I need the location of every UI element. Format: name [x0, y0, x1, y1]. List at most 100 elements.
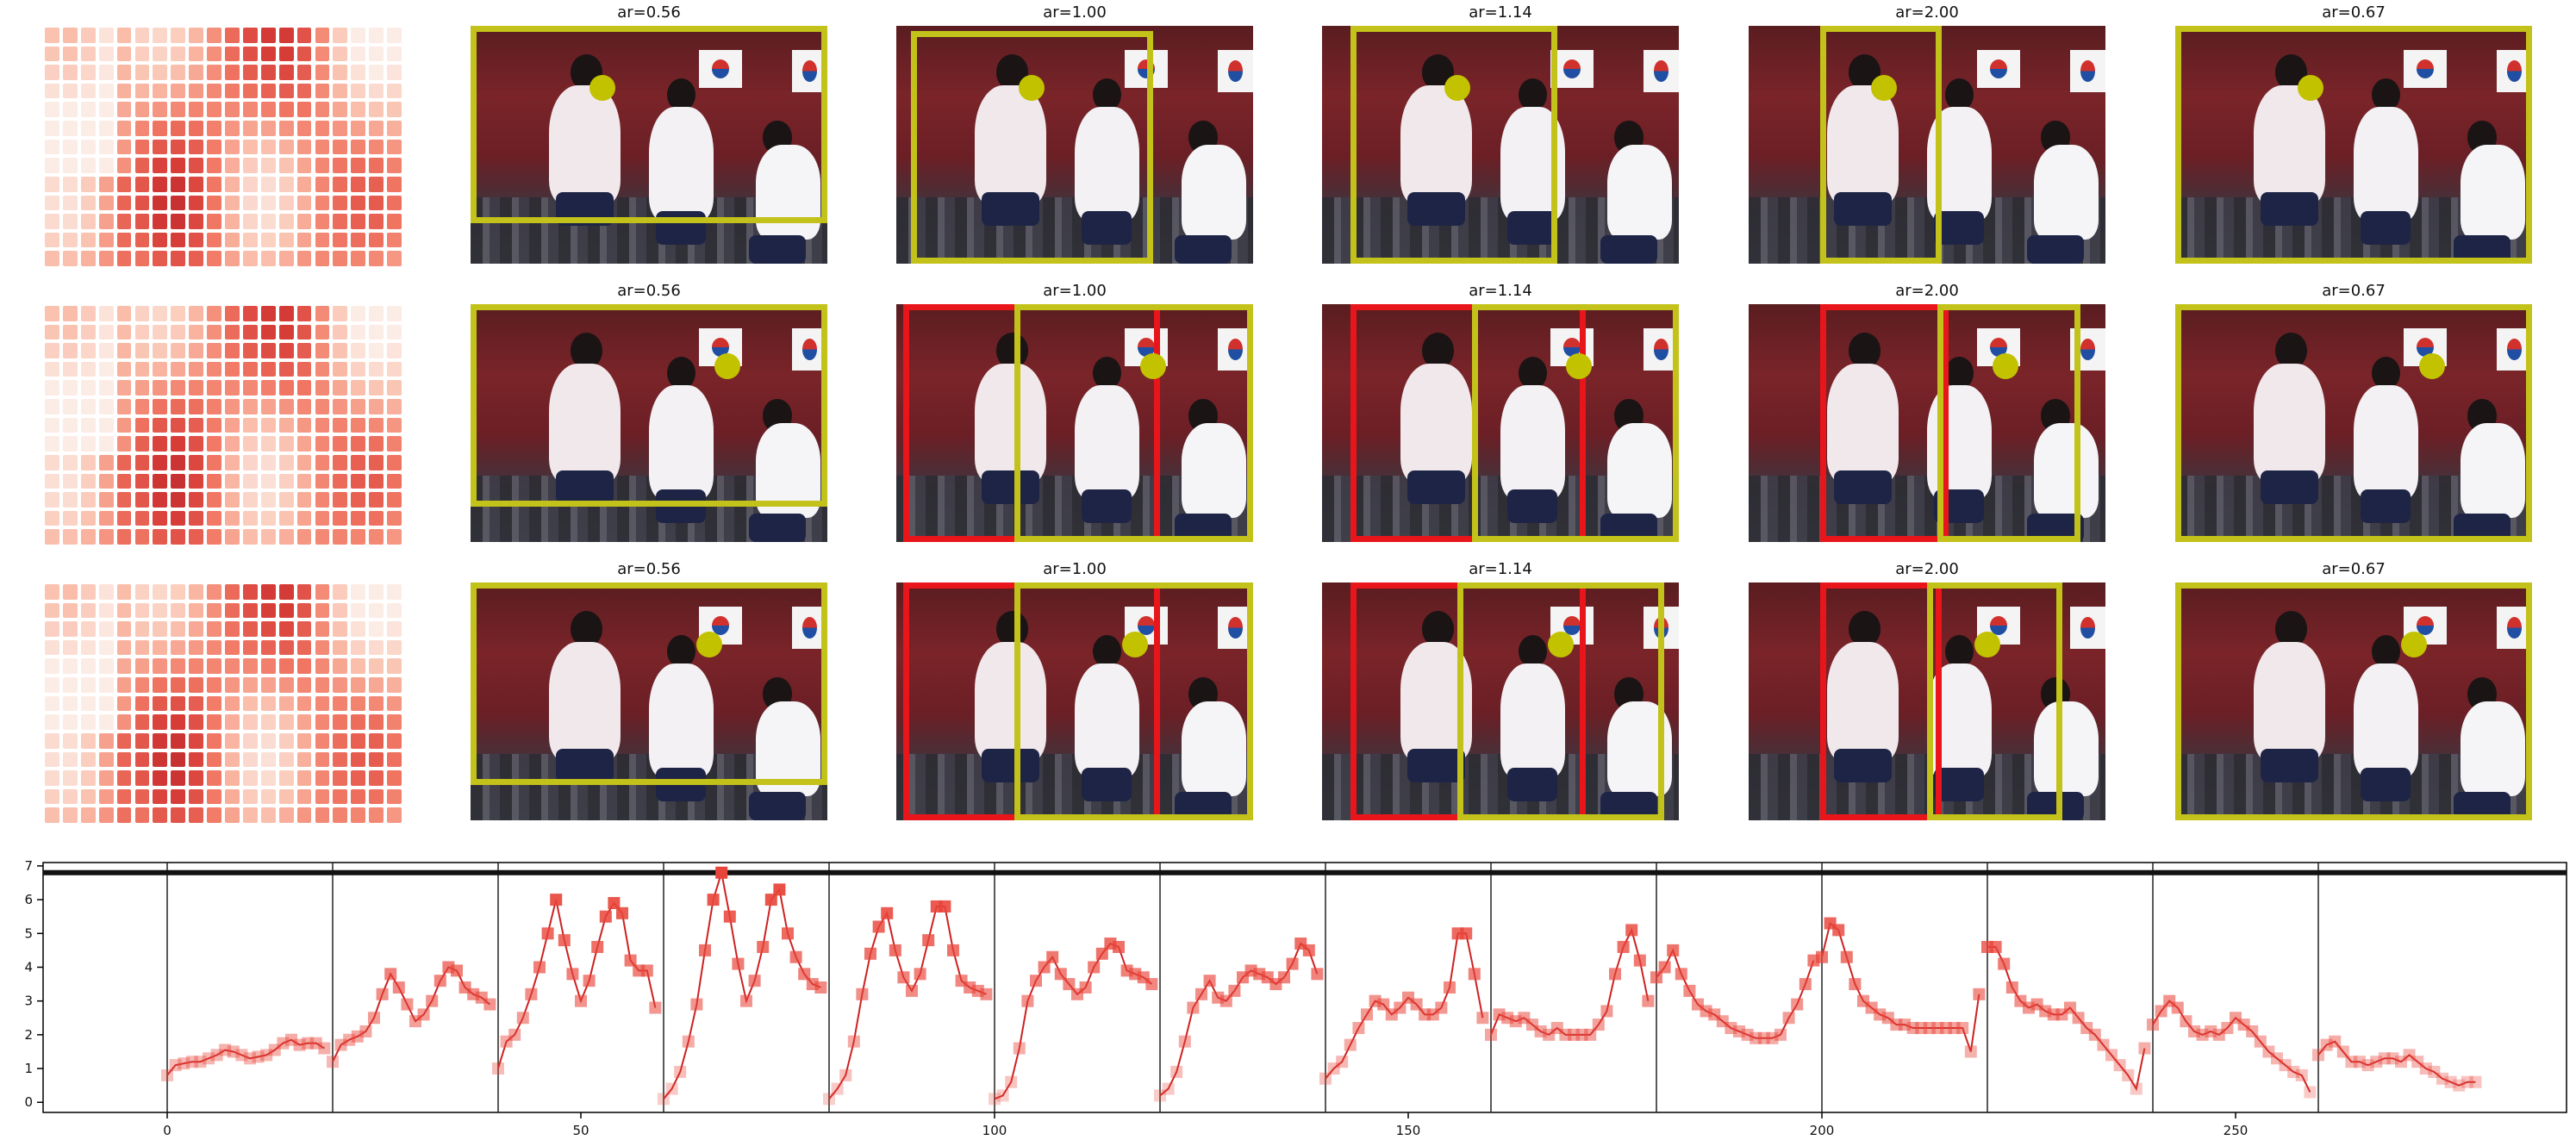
- heatmap-cell: [62, 46, 78, 62]
- data-point: [1030, 975, 1042, 987]
- data-point: [492, 1062, 504, 1075]
- heatmap-cell: [242, 195, 258, 211]
- heatmap-cell: [98, 417, 114, 433]
- heatmap-cell: [98, 121, 114, 136]
- heatmap-cell: [260, 584, 276, 600]
- heatmap-cell: [351, 639, 366, 656]
- data-point: [1319, 1072, 1332, 1085]
- heatmap-cell: [45, 251, 59, 266]
- heatmap-cell: [189, 306, 204, 321]
- heatmap-cell: [387, 639, 402, 656]
- heatmap-cell: [315, 473, 330, 489]
- heatmap-cell: [351, 436, 366, 452]
- heatmap-cell: [189, 121, 204, 136]
- player-shorts: [1834, 749, 1892, 782]
- heatmap-cell: [171, 770, 186, 786]
- volleyball-photo: [471, 26, 827, 264]
- player: [1827, 85, 1899, 204]
- series-line: [1987, 945, 2146, 1092]
- heatmap-cell: [242, 492, 258, 508]
- data-point: [1476, 1012, 1489, 1025]
- data-point: [1766, 1031, 1779, 1044]
- heatmap-cell: [242, 677, 258, 693]
- heatmap-cell: [134, 770, 150, 786]
- heatmap-cell: [189, 677, 204, 693]
- heatmap-cell: [134, 83, 150, 99]
- data-point: [1013, 1042, 1026, 1055]
- heatmap-cell: [296, 602, 312, 619]
- heatmap-cell: [296, 232, 312, 248]
- heatmap-cell: [351, 232, 366, 248]
- heatmap-cell: [171, 176, 186, 192]
- data-point: [376, 987, 389, 1000]
- heatmap-cell: [296, 492, 312, 508]
- ball-marker: [696, 631, 723, 657]
- heatmap-cell: [278, 732, 294, 749]
- heatmap-cell: [116, 343, 132, 358]
- heatmap-cell: [351, 195, 366, 211]
- heatmap-cell: [134, 695, 150, 712]
- heatmap-cell: [369, 751, 384, 768]
- heatmap-cell: [333, 492, 348, 508]
- heatmap-cell: [207, 732, 221, 749]
- heatmap-cell: [207, 658, 221, 675]
- heatmap-cell: [62, 158, 78, 173]
- data-point: [2230, 1012, 2242, 1025]
- data-point: [1633, 954, 1646, 967]
- heatmap-cell: [333, 658, 348, 675]
- heatmap-cell: [171, 399, 186, 414]
- heatmap-cell: [242, 473, 258, 489]
- heatmap-cell: [116, 306, 132, 321]
- heatmap-cell: [225, 732, 240, 749]
- heatmap-cell: [98, 639, 114, 656]
- heatmap-cell: [387, 677, 402, 693]
- data-point: [1426, 1008, 1439, 1021]
- data-point: [1865, 1001, 1878, 1014]
- heatmap-cell: [189, 361, 204, 377]
- heatmap-cell: [369, 399, 384, 414]
- heatmap-cell: [62, 658, 78, 675]
- heatmap-cell: [80, 139, 96, 155]
- heatmap-cell: [116, 677, 132, 693]
- data-point: [1757, 1031, 1770, 1044]
- heatmap-cell: [296, 639, 312, 656]
- player: [649, 384, 714, 500]
- heatmap-cell: [153, 677, 168, 693]
- heatmap-cell: [98, 28, 114, 43]
- player-shorts: [2261, 470, 2318, 504]
- heatmap-cell: [315, 214, 330, 229]
- player-shorts: [556, 470, 614, 504]
- heatmap-cell: [333, 621, 348, 637]
- panel-title: ar=1.14: [1469, 282, 1532, 300]
- heatmap-cell: [98, 251, 114, 266]
- heatmap-cell: [80, 714, 96, 730]
- heatmap-cell: [369, 251, 384, 266]
- heatmap-cell: [260, 158, 276, 173]
- heatmap-cell: [225, 306, 240, 321]
- heatmap-cell: [260, 510, 276, 526]
- heatmap-cell: [207, 417, 221, 433]
- heatmap-cell: [369, 639, 384, 656]
- heatmap-cell: [98, 102, 114, 118]
- heatmap-cell: [315, 714, 330, 730]
- x-tick-label: 150: [1396, 1123, 1421, 1138]
- heatmap-cell: [296, 195, 312, 211]
- heatmap-cell: [62, 361, 78, 377]
- heatmap-cell: [242, 510, 258, 526]
- heatmap-cell: [333, 788, 348, 805]
- heatmap-cell: [315, 454, 330, 470]
- heatmap-cell: [153, 28, 168, 43]
- data-point: [2105, 1049, 2118, 1062]
- data-point: [864, 947, 876, 960]
- data-point: [252, 1050, 265, 1063]
- heatmap-cell: [296, 529, 312, 545]
- heatmap-cell: [80, 510, 96, 526]
- heatmap-cell: [80, 121, 96, 136]
- yellow-crop-box: [471, 304, 827, 507]
- heatmap-cell: [45, 732, 59, 749]
- y-tick-label: 0: [24, 1094, 33, 1110]
- heatmap-cell: [387, 399, 402, 414]
- heatmap-cell: [207, 584, 221, 600]
- data-point: [516, 1012, 529, 1025]
- heatmap-cell: [296, 417, 312, 433]
